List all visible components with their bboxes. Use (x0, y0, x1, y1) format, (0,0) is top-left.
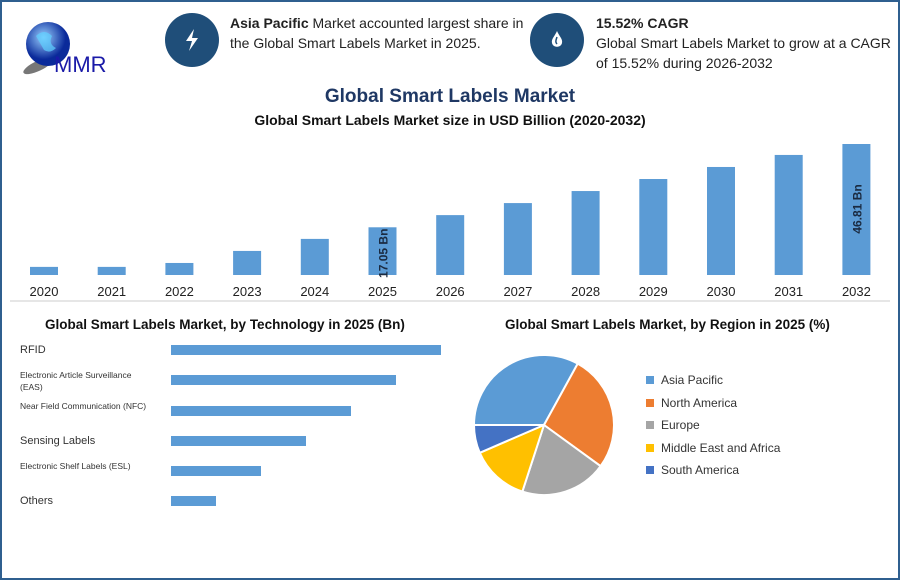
bar-near-field-communication-nfc- (171, 406, 351, 416)
bar-2026 (436, 215, 465, 275)
legend-item: Middle East and Africa (646, 441, 780, 455)
data-label: 17.05 Bn (377, 229, 391, 278)
slice-south-america (472, 424, 545, 455)
bar-rfid (171, 345, 441, 355)
category-label: Electronic Shelf Labels (ESL) (20, 461, 131, 471)
bar-sensing-labels (171, 436, 306, 446)
data-label: 46.81 Bn (850, 184, 864, 233)
info-cagr: 15.52% CAGR Global Smart Labels Market to… (596, 15, 891, 71)
category-label: Electronic Article Surveillance (EAS) (20, 370, 132, 392)
category-label: Others (20, 495, 54, 507)
x-tick-label: 2026 (436, 284, 465, 299)
x-tick-label: 2022 (165, 284, 194, 299)
legend-label: Asia Pacific (661, 373, 724, 387)
bar-2032 (842, 144, 871, 275)
legend-item: South America (646, 463, 739, 477)
category-label: Near Field Communication (NFC) (20, 401, 147, 411)
market-size-bar-chart: 2020 2021 2022 2023 2024 2025 17.05 Bn 2026 2027… (10, 144, 890, 302)
legend-swatch (646, 443, 654, 452)
bar-2023 (233, 250, 262, 275)
bar-2021 (97, 266, 126, 275)
bar-electronic-article-surveillance-eas- (171, 375, 396, 385)
drop-icon (530, 13, 584, 67)
legend-item: Europe (646, 418, 700, 432)
slice-europe (521, 423, 603, 496)
slice-asia-pacific (472, 354, 580, 426)
bar-chart-title: Global Smart Labels Market size in USD B… (254, 112, 646, 128)
legend-label: Europe (661, 418, 700, 432)
page-title: Global Smart Labels Market (324, 86, 576, 107)
technology-chart-title: Global Smart Labels Market, by Technolog… (45, 317, 405, 332)
bar-2024 (300, 238, 329, 275)
bar-2020 (30, 266, 58, 275)
region-chart-title: Global Smart Labels Market, by Region in… (505, 317, 830, 332)
bar-2030 (707, 166, 735, 275)
bar-2022 (165, 262, 194, 275)
legend-swatch (646, 466, 654, 474)
region-pie-chart (472, 354, 615, 496)
slice-middle-east-and-africa (478, 423, 546, 493)
legend-label: Middle East and Africa (661, 440, 781, 455)
legend-label: North America (661, 395, 738, 410)
lightning-icon (165, 13, 219, 67)
x-tick-label: 2024 (300, 284, 329, 299)
bar-2025 (368, 227, 397, 275)
bar-others (171, 496, 216, 506)
x-tick-label: 2023 (233, 284, 262, 299)
x-tick-label: 2021 (97, 284, 126, 299)
legend-item: Asia Pacific (646, 373, 723, 387)
x-tick-label: 2027 (503, 284, 532, 299)
legend-swatch (646, 421, 654, 429)
bar-2027 (503, 203, 532, 275)
bar-2028 (571, 191, 600, 275)
x-tick-label: 2025 (368, 284, 397, 299)
bar-2031 (774, 154, 803, 275)
slice-north-america (542, 362, 615, 468)
x-tick-label: 2028 (571, 284, 600, 299)
legend-label: South America (661, 463, 740, 477)
bar-2029 (639, 179, 668, 275)
x-tick-label: 2032 (842, 284, 871, 299)
legend-item: North America (646, 396, 737, 410)
legend-swatch (646, 376, 654, 384)
legend-swatch (646, 398, 654, 407)
category-label: RFID (20, 344, 46, 356)
svg-text:MMR: MMR (54, 52, 107, 76)
mmr-logo: MMR (23, 22, 107, 76)
x-tick-label: 2020 (30, 284, 59, 299)
bar-electronic-shelf-labels-esl- (171, 466, 261, 476)
x-tick-label: 2030 (707, 284, 736, 299)
info-largest-share: Asia Pacific Market accounted largest sh… (230, 15, 524, 51)
category-label: Sensing Labels (20, 435, 96, 447)
x-tick-label: 2031 (774, 284, 803, 299)
x-tick-label: 2029 (639, 284, 668, 299)
